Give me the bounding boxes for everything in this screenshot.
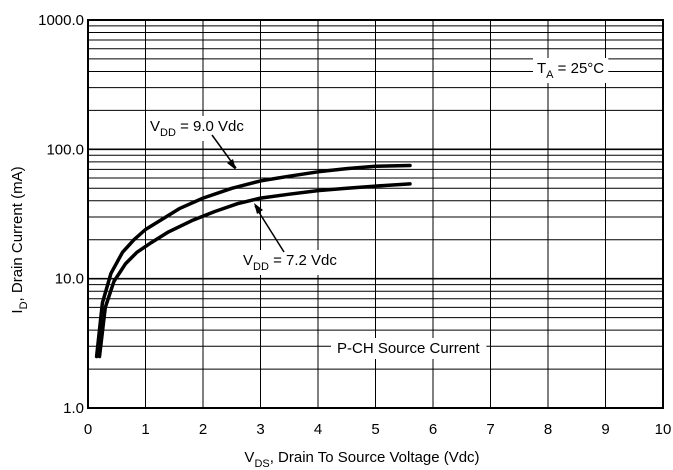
p-ch-source-current-label: P-CH Source Current [337,340,480,357]
vdd-7-2-label: VDD = 7.2 Vdc [243,252,337,273]
vdd72-label-box [239,250,342,275]
x-tick-label: 2 [199,421,207,438]
vdd-7-2-arrow-head [254,203,263,214]
series-line-vdd-9 [94,163,412,359]
pch-label-box [331,338,487,359]
x-tick-labels: 0 1 2 3 4 5 6 7 8 9 10 [84,421,672,438]
y-tick-label: 1.0 [63,400,84,417]
x-tick-label: 3 [256,421,264,438]
plot-frame [87,19,664,409]
y-tick-label: 10.0 [55,271,84,288]
x-tick-label: 0 [84,421,92,438]
series-group [94,163,412,359]
x-tick-label: 6 [429,421,437,438]
series-line-vdd-7-2 [97,182,412,359]
x-tick-label: 7 [486,421,494,438]
x-tick-label: 9 [601,421,609,438]
vdd9-label-box [146,116,249,141]
ambient-temperature-label: TA = 25°C [537,60,604,81]
x-tick-label: 5 [371,421,379,438]
grid [88,20,663,408]
y-tick-label: 1000.0 [38,12,84,29]
x-tick-label: 10 [655,421,672,438]
y-axis-title: ID, Drain Current (mA) [9,166,30,313]
x-tick-label: 1 [141,421,149,438]
x-axis-title: VDS, Drain To Source Voltage (Vdc) [244,449,479,470]
x-tick-label: 4 [314,421,322,438]
vdd-9-arrow-head [227,159,236,170]
ta-label-box [533,58,609,83]
y-tick-labels: 1.0 10.0 100.0 1000.0 [38,12,84,417]
x-tick-label: 8 [544,421,552,438]
vdd-9-label: VDD = 9.0 Vdc [150,118,244,139]
y-tick-label: 100.0 [46,141,84,158]
vdd-7-2-arrow-line [254,205,285,253]
